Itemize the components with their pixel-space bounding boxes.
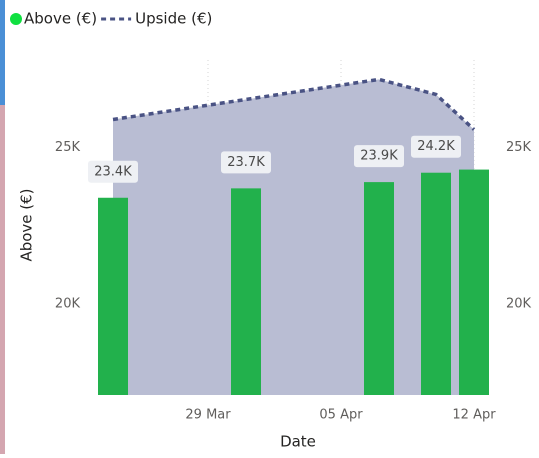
line [112,77,476,131]
data-label: 23.7K [227,155,265,170]
side-strip [0,0,5,105]
x-axis-title: Date [280,433,316,451]
bar [98,197,128,395]
bar [421,172,451,395]
data-label-box [88,160,138,183]
legend-label: Upside (€) [135,10,212,28]
plot-area [98,60,489,395]
bar [459,169,489,395]
area [113,79,474,395]
y-tick-label: 20K [55,297,81,312]
data-label-box [354,145,404,168]
y-tick-label: 25K [55,140,81,155]
legend-label: Above (€) [24,10,97,28]
data-label-box [411,135,461,158]
legend-marker [10,13,22,25]
data-label: 24.2K [417,139,455,154]
data-label-box [221,151,271,174]
side-strip [0,105,5,454]
y2-tick-label: 20K [506,297,532,312]
x-tick-label: 12 Apr [452,408,496,423]
x-tick-label: 05 Apr [319,408,363,423]
y-axis-title: Above (€) [18,188,36,261]
data-label: 23.9K [360,149,398,164]
x-tick-label: 29 Mar [185,408,231,423]
y2-tick-label: 25K [506,140,532,155]
bar [231,188,261,395]
bar [364,182,394,395]
data-label: 23.4K [94,164,132,179]
